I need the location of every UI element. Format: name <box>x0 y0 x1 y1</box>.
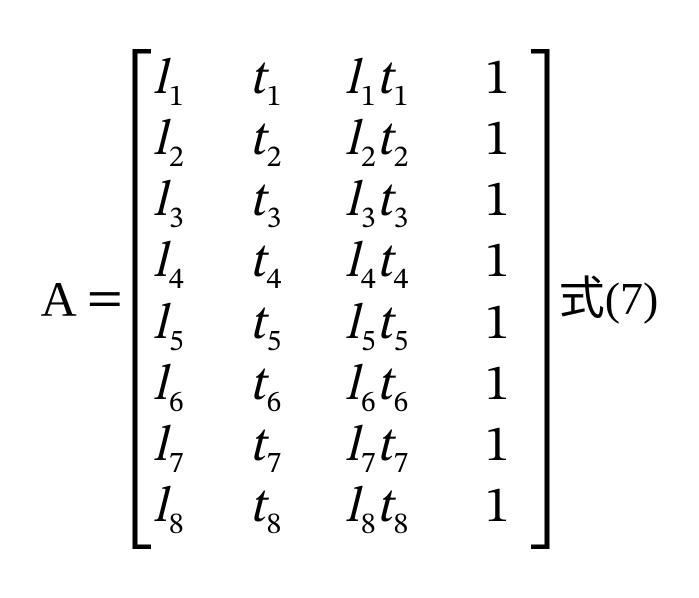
matrix-cell: l5t5 <box>345 300 485 350</box>
matrix-cell: t6 <box>249 361 345 411</box>
matrix-cell: t3 <box>249 177 345 227</box>
subscript: 1 <box>266 83 281 113</box>
var-t: t <box>376 55 392 105</box>
matrix-cell: l4t4 <box>345 238 485 288</box>
matrix-cell: l1t1 <box>345 55 485 105</box>
subscript: 1 <box>361 83 376 113</box>
equation-label: 式 ( 7 ) <box>559 276 659 322</box>
subscript: 1 <box>393 83 408 113</box>
matrix-row: l8 t8 l8t8 1 <box>153 483 529 543</box>
matrix-cell: 1 <box>485 300 529 350</box>
const-one: 1 <box>485 55 510 105</box>
label-paren-close: ) <box>643 276 658 322</box>
matrix-row: l6 t6 l6t6 1 <box>153 361 529 421</box>
matrix: l1 t1 l1t1 1 l2 t2 l2t2 1 l3 t3 l3t3 1 <box>131 49 551 549</box>
matrix-cell: l3 <box>153 177 249 227</box>
matrix-cell: t5 <box>249 300 345 350</box>
matrix-cell: t4 <box>249 238 345 288</box>
label-cjk: 式 <box>559 276 605 322</box>
matrix-row: l4 t4 l4t4 1 <box>153 238 529 298</box>
matrix-cell: t2 <box>249 116 345 166</box>
matrix-row: l1 t1 l1t1 1 <box>153 55 529 115</box>
matrix-cell: l8 <box>153 483 249 533</box>
matrix-row: l3 t3 l3t3 1 <box>153 177 529 237</box>
matrix-cell: l2 <box>153 116 249 166</box>
matrix-row: l5 t5 l5t5 1 <box>153 300 529 360</box>
matrix-cell: l2t2 <box>345 116 485 166</box>
label-paren-open: ( <box>605 276 620 322</box>
matrix-cell: l6t6 <box>345 361 485 411</box>
matrix-cell: 1 <box>485 483 529 533</box>
matrix-cell: 1 <box>485 116 529 166</box>
matrix-row: l7 t7 l7t7 1 <box>153 422 529 482</box>
matrix-cell: t8 <box>249 483 345 533</box>
var-t: t <box>249 55 265 105</box>
matrix-cell: l1 <box>153 55 249 105</box>
matrix-cell: 1 <box>485 55 529 105</box>
equals-sign: = <box>87 274 123 324</box>
matrix-rows: l1 t1 l1t1 1 l2 t2 l2t2 1 l3 t3 l3t3 1 <box>153 49 529 549</box>
right-bracket <box>529 49 551 549</box>
matrix-cell: 1 <box>485 361 529 411</box>
left-bracket <box>131 49 153 549</box>
matrix-cell: t7 <box>249 422 345 472</box>
matrix-cell: 1 <box>485 422 529 472</box>
matrix-cell: t1 <box>249 55 345 105</box>
matrix-cell: l5 <box>153 300 249 350</box>
matrix-cell: l3t3 <box>345 177 485 227</box>
matrix-cell: l8t8 <box>345 483 485 533</box>
lhs-symbol: A <box>41 274 77 324</box>
matrix-cell: l6 <box>153 361 249 411</box>
matrix-cell: 1 <box>485 238 529 288</box>
matrix-cell: l4 <box>153 238 249 288</box>
subscript: 1 <box>169 83 184 113</box>
equation: A = l1 t1 l1t1 1 l2 t2 l2t2 1 <box>41 49 659 549</box>
matrix-cell: l7t7 <box>345 422 485 472</box>
label-number: 7 <box>620 276 643 322</box>
var-l: l <box>345 55 359 105</box>
var-l: l <box>153 55 167 105</box>
matrix-row: l2 t2 l2t2 1 <box>153 116 529 176</box>
matrix-cell: 1 <box>485 177 529 227</box>
equation-container: A = l1 t1 l1t1 1 l2 t2 l2t2 1 <box>0 0 699 598</box>
matrix-cell: l7 <box>153 422 249 472</box>
